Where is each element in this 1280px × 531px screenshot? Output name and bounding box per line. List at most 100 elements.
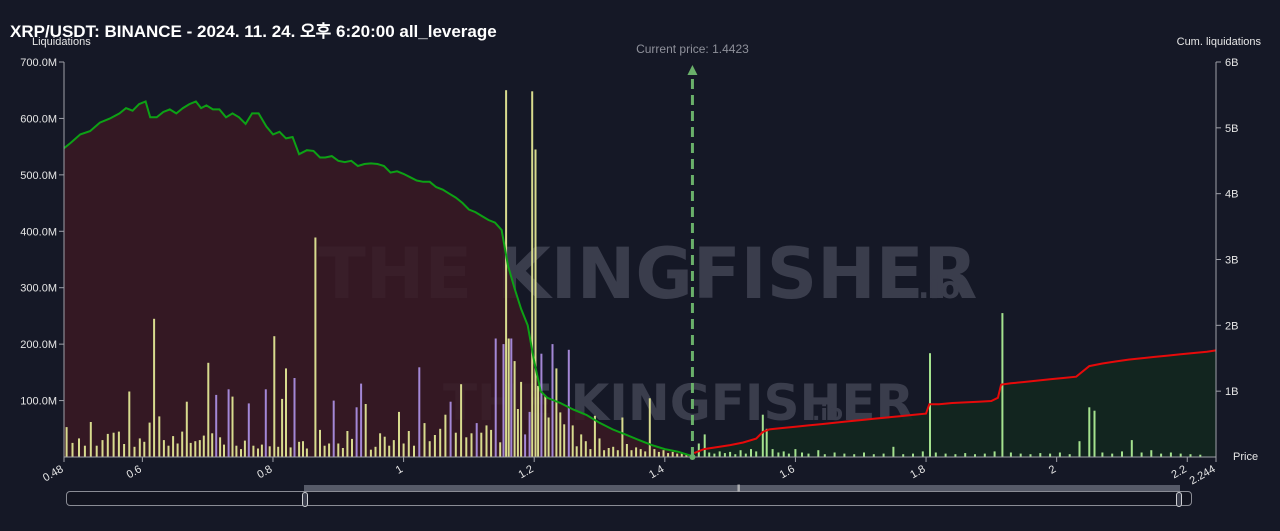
long-liquidation-bar	[158, 416, 161, 457]
long-liquidation-bar	[563, 424, 566, 457]
long-liquidation-bar	[547, 417, 550, 457]
long-liquidation-bar	[667, 453, 670, 457]
range-navigator[interactable]	[66, 491, 1192, 506]
short-liquidation-bar	[807, 453, 810, 457]
short-liquidation-bar	[912, 453, 914, 457]
long-liquidation-bar	[392, 440, 395, 457]
long-liquidation-bar	[227, 389, 230, 457]
short-liquidation-bar	[782, 451, 785, 457]
long-liquidation-bar	[211, 433, 214, 457]
long-liquidation-bar	[635, 447, 638, 457]
navigator-selection[interactable]	[304, 485, 1180, 491]
short-liquidation-bar	[1160, 453, 1163, 457]
long-liquidation-bar	[407, 431, 410, 457]
x-tick-label: 2	[1047, 463, 1058, 476]
navigator-right-handle[interactable]	[1176, 492, 1182, 507]
long-liquidation-bar	[185, 401, 188, 457]
long-liquidation-bar	[544, 395, 547, 457]
y-left-tick-label: 100.0M	[20, 396, 57, 408]
long-liquidation-bar	[612, 446, 615, 457]
long-liquidation-bar	[516, 409, 519, 457]
y-right-tick-label: 4B	[1225, 189, 1238, 201]
short-liquidation-bar	[708, 452, 711, 457]
short-liquidation-bar	[902, 454, 905, 457]
short-liquidation-bar	[1150, 450, 1153, 457]
long-liquidation-bar	[257, 448, 259, 457]
short-liquidation-bar	[1140, 452, 1143, 457]
watermark-suffix: .io	[918, 271, 960, 306]
short-liquidation-bar	[1189, 454, 1192, 457]
long-liquidation-bar	[490, 429, 493, 457]
long-liquidation-bar	[194, 441, 197, 457]
y-right-axis-title: Cum. liquidations	[1177, 36, 1262, 48]
long-liquidation-bar	[513, 361, 516, 457]
long-liquidation-bar	[189, 442, 192, 457]
long-liquidation-bar	[505, 90, 508, 457]
short-liquidation-bar	[1199, 454, 1202, 457]
short-liquidation-bar	[1121, 451, 1123, 457]
long-liquidation-bar	[346, 431, 349, 457]
long-liquidation-bar	[273, 336, 276, 457]
long-liquidation-bar	[71, 442, 74, 457]
long-liquidation-bar	[133, 446, 136, 457]
y-left-tick-label: 300.0M	[20, 283, 57, 295]
long-liquidation-bar	[428, 441, 431, 457]
long-liquidation-bar	[247, 403, 250, 457]
long-liquidation-bar	[314, 237, 317, 457]
long-liquidation-bar	[231, 396, 234, 457]
long-liquidation-bar	[685, 454, 688, 457]
long-liquidation-bar	[289, 447, 292, 457]
navigator-grip-icon[interactable]: |||	[737, 485, 741, 492]
short-liquidation-bar	[1078, 441, 1081, 457]
y-left-tick-label: 600.0M	[20, 113, 57, 125]
long-liquidation-bar	[298, 441, 301, 457]
long-liquidation-bar	[328, 443, 331, 457]
long-liquidation-bar	[616, 450, 619, 457]
x-tick-label: 0.6	[125, 463, 144, 481]
short-liquidation-bar	[1009, 452, 1012, 457]
short-liquidation-bar	[744, 453, 747, 457]
x-tick-label: 1.4	[647, 463, 666, 481]
short-liquidation-bar	[863, 452, 865, 457]
cum-long-line	[63, 100, 692, 457]
chart-title: XRP/USDT: BINANCE - 2024. 11. 24. 오후 6:2…	[10, 22, 497, 41]
current-price-arrow-icon	[687, 65, 698, 75]
long-liquidation-bar	[662, 450, 665, 457]
long-liquidation-bar	[470, 433, 473, 457]
short-liquidation-bar	[843, 453, 846, 457]
y-right-tick-label: 3B	[1225, 255, 1238, 267]
long-liquidation-bar	[584, 441, 587, 457]
long-liquidation-bar	[433, 435, 436, 457]
long-liquidation-bar	[639, 449, 642, 457]
long-liquidation-bar	[502, 344, 505, 457]
short-liquidation-bar	[761, 414, 764, 457]
short-liquidation-bar	[944, 453, 947, 457]
long-liquidation-bar	[281, 398, 284, 457]
y-right-tick-label: 2B	[1225, 320, 1238, 332]
short-liquidation-bar	[750, 449, 752, 457]
short-liquidation-bar	[771, 449, 774, 457]
long-liquidation-bar	[589, 449, 592, 457]
long-liquidation-bar	[653, 449, 656, 457]
long-liquidation-bar	[680, 452, 683, 457]
long-liquidation-bar	[499, 442, 502, 457]
long-liquidation-bar	[83, 445, 86, 457]
long-liquidation-bar	[388, 445, 391, 457]
x-tick-label: 2.2	[1170, 463, 1189, 481]
short-liquidation-bar	[1130, 440, 1133, 457]
long-liquidation-bar	[219, 437, 222, 458]
x-tick-label: 1.8	[908, 463, 927, 481]
current-price-dot	[689, 454, 696, 460]
short-liquidation-bar	[892, 446, 895, 457]
y-left-tick-label: 500.0M	[20, 170, 57, 182]
y-left-tick-label: 700.0M	[20, 57, 57, 69]
long-liquidation-bar	[369, 449, 372, 457]
short-liquidation-bar	[734, 454, 737, 457]
y-left-tick-label: 200.0M	[20, 339, 57, 351]
long-liquidation-bar	[202, 435, 205, 457]
long-liquidation-bar	[603, 450, 606, 457]
long-liquidation-bar	[465, 437, 468, 458]
navigator-left-handle[interactable]	[302, 492, 308, 507]
long-liquidation-bar	[449, 401, 452, 457]
short-liquidation-bar	[983, 453, 986, 457]
